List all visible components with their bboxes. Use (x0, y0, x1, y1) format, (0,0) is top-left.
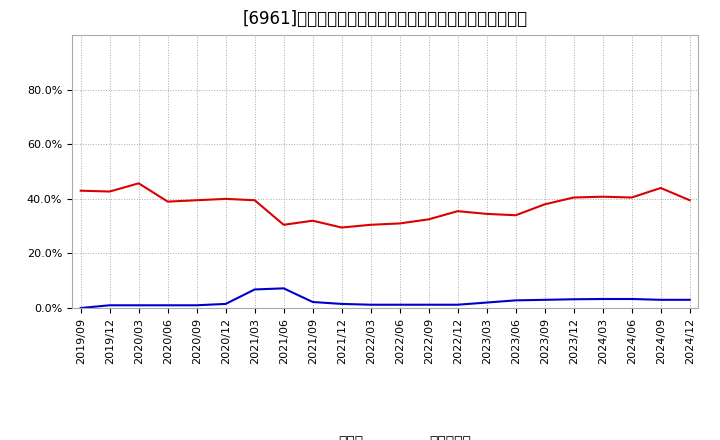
現預金 (657, 185, 665, 191)
有利子負債 (395, 302, 404, 308)
Line: 現預金: 現預金 (81, 183, 690, 227)
有利子負債 (685, 297, 694, 302)
有利子負債 (135, 303, 143, 308)
現預金 (570, 195, 578, 200)
有利子負債 (221, 301, 230, 307)
有利子負債 (338, 301, 346, 307)
現預金 (76, 188, 85, 193)
現預金 (221, 196, 230, 202)
現預金 (395, 221, 404, 226)
現預金 (338, 225, 346, 230)
Title: [6961]　現預金、有利子負債の総資産に対する比率の推移: [6961] 現預金、有利子負債の総資産に対する比率の推移 (243, 10, 528, 28)
有利子負債 (192, 303, 201, 308)
有利子負債 (541, 297, 549, 302)
Legend: 現預金, 有利子負債: 現預金, 有利子負債 (293, 429, 477, 440)
有利子負債 (482, 300, 491, 305)
有利子負債 (657, 297, 665, 302)
現預金 (598, 194, 607, 199)
有利子負債 (424, 302, 433, 308)
有利子負債 (279, 286, 288, 291)
現預金 (511, 213, 520, 218)
現預金 (541, 202, 549, 207)
有利子負債 (308, 299, 317, 304)
現預金 (135, 181, 143, 186)
現預金 (251, 198, 259, 203)
現預金 (308, 218, 317, 224)
有利子負債 (251, 287, 259, 292)
現預金 (163, 199, 172, 204)
現預金 (192, 198, 201, 203)
Line: 有利子負債: 有利子負債 (81, 288, 690, 308)
有利子負債 (454, 302, 462, 308)
現預金 (685, 198, 694, 203)
有利子負債 (366, 302, 375, 308)
現預金 (482, 211, 491, 216)
現預金 (627, 195, 636, 200)
有利子負債 (163, 303, 172, 308)
有利子負債 (570, 297, 578, 302)
現預金 (105, 189, 114, 194)
有利子負債 (105, 303, 114, 308)
有利子負債 (511, 298, 520, 303)
有利子負債 (598, 297, 607, 302)
有利子負債 (76, 305, 85, 311)
現預金 (366, 222, 375, 227)
現預金 (454, 209, 462, 214)
現預金 (279, 222, 288, 227)
現預金 (424, 216, 433, 222)
有利子負債 (627, 297, 636, 302)
